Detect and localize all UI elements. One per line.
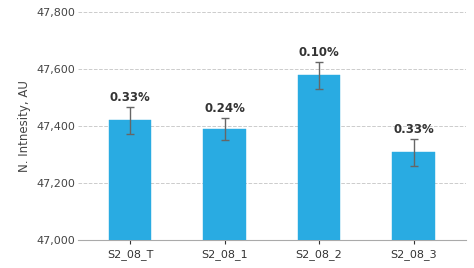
Bar [203, 129, 246, 268]
Y-axis label: N. Intnesity, AU: N. Intnesity, AU [18, 80, 31, 172]
Text: 0.33%: 0.33% [109, 91, 150, 104]
Text: 0.10%: 0.10% [299, 46, 339, 59]
Bar [392, 152, 435, 268]
Text: 0.24%: 0.24% [204, 102, 245, 115]
Text: 0.33%: 0.33% [393, 123, 434, 136]
Bar [109, 120, 151, 268]
Bar [298, 75, 340, 268]
